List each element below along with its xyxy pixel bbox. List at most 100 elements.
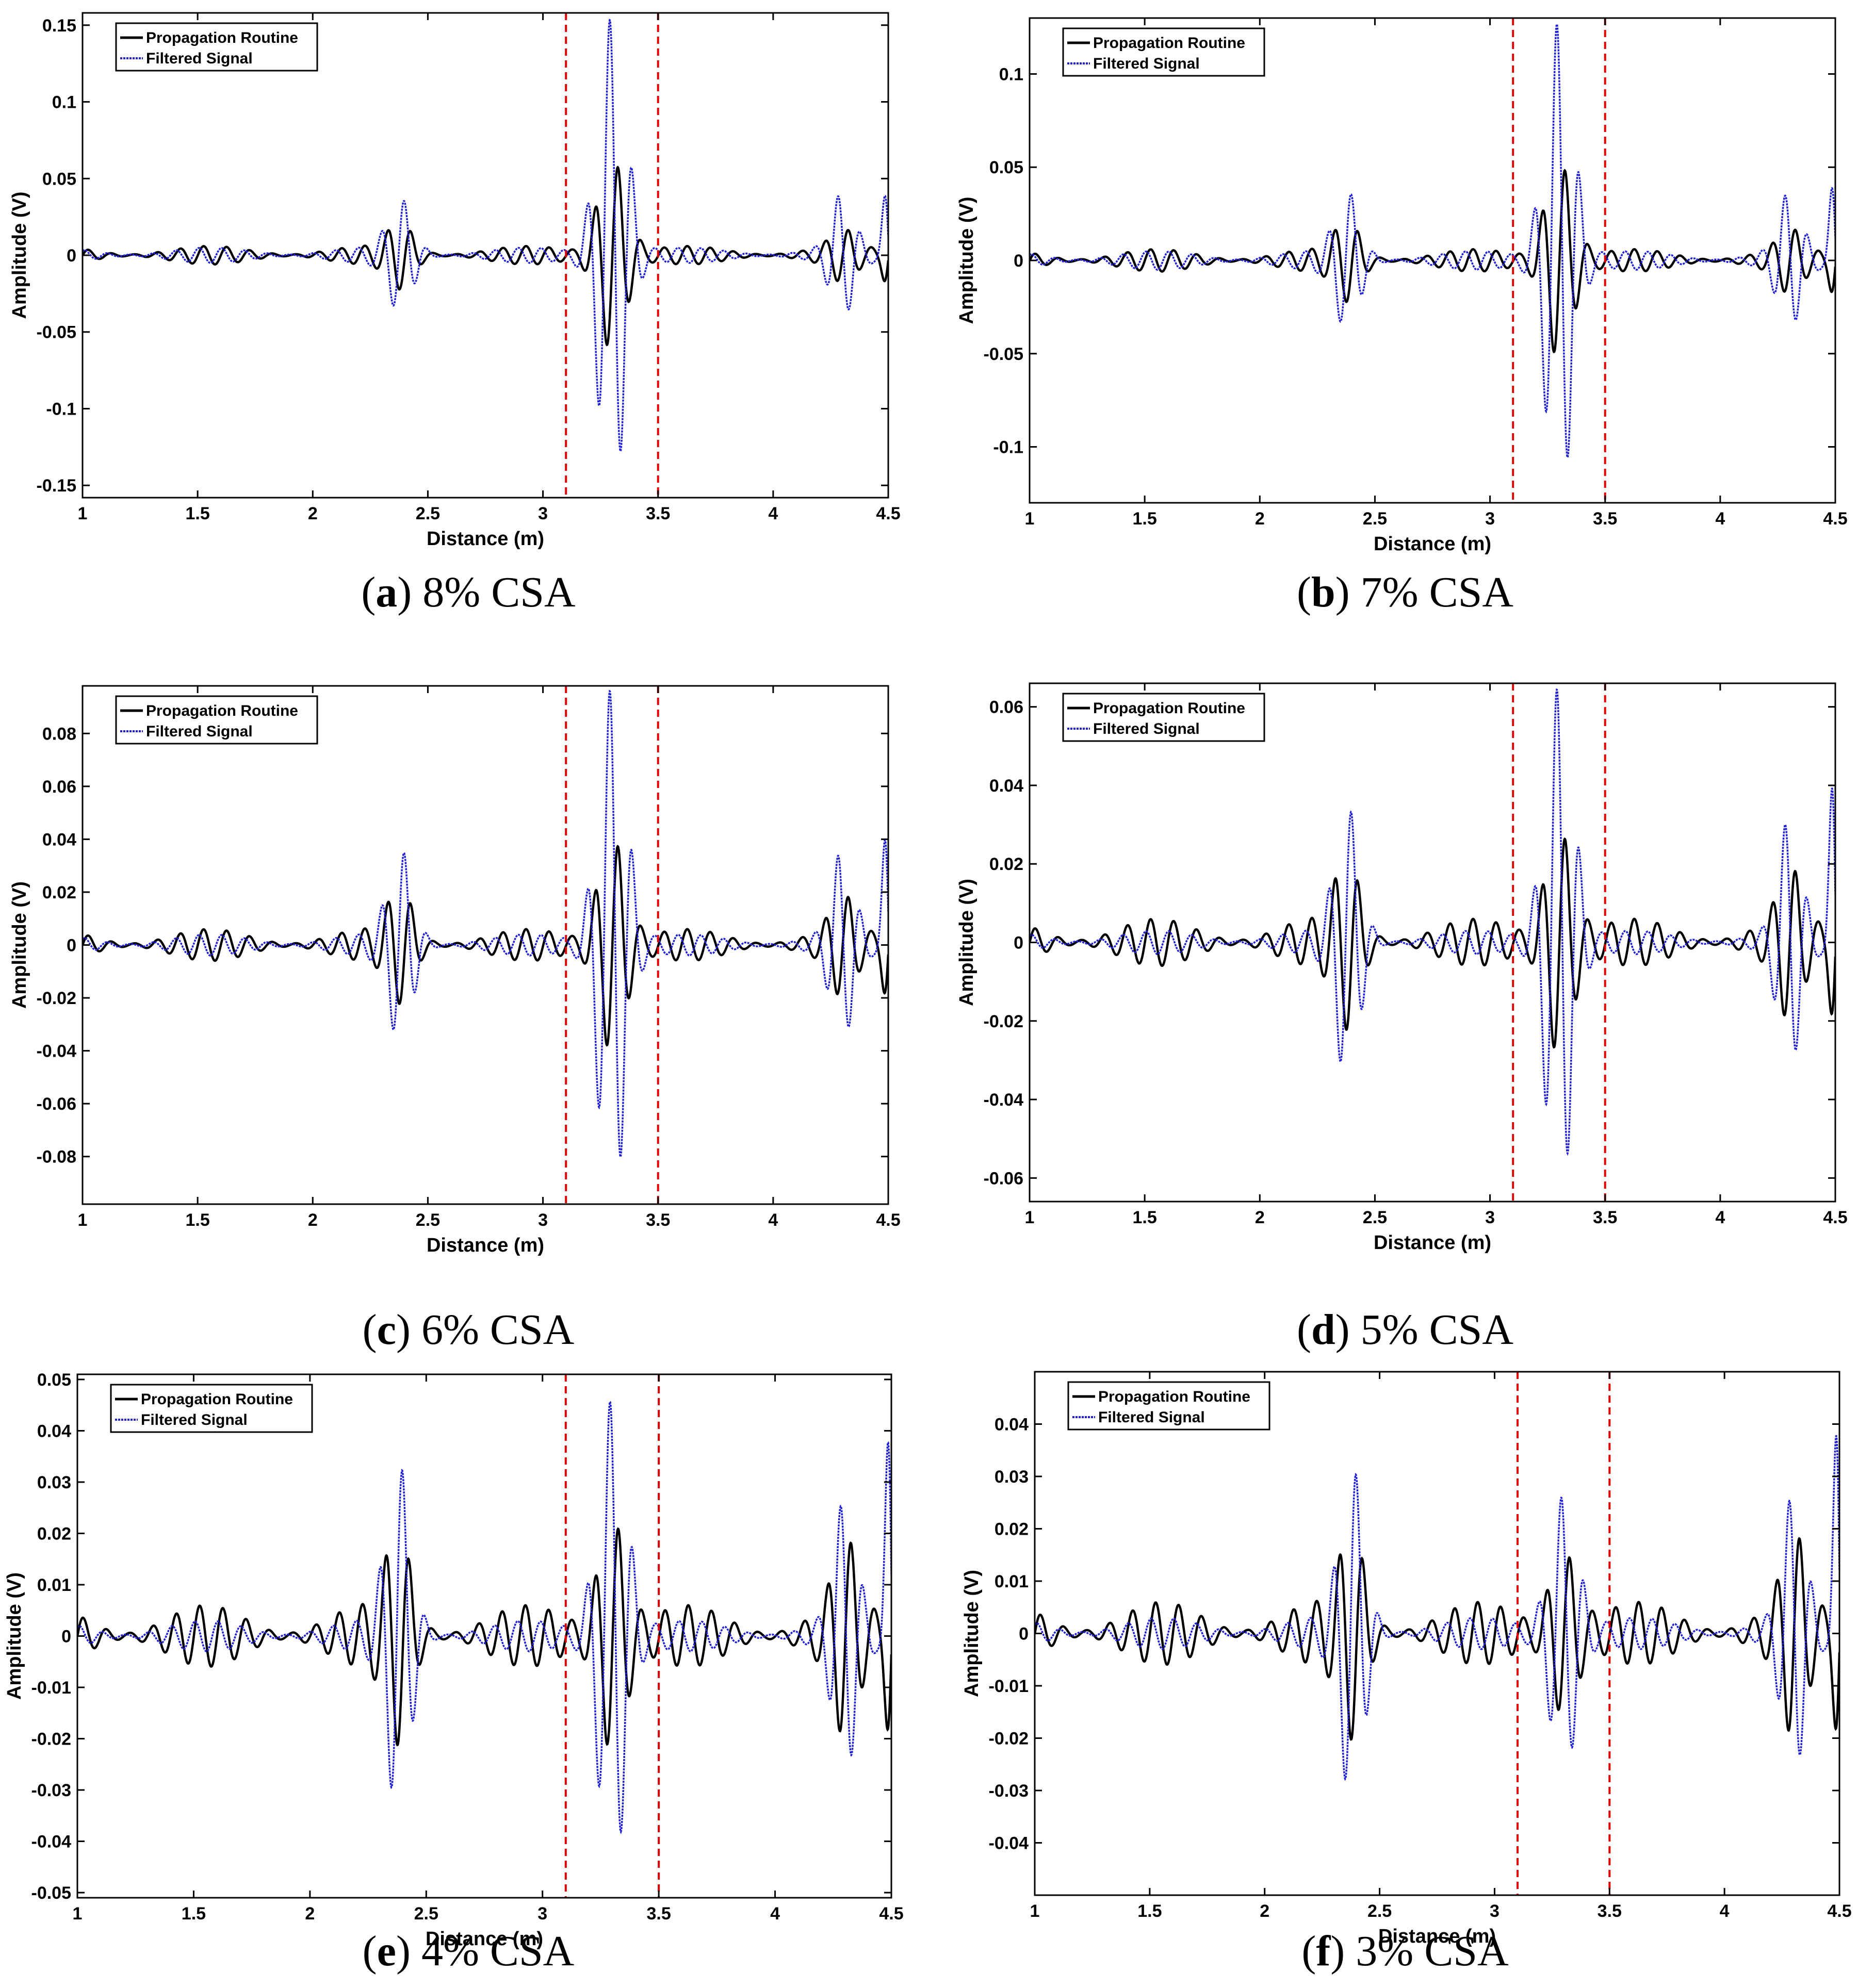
series-routine-a [83,166,888,347]
y-tick-label: 0.1 [999,64,1023,84]
y-tick-label: -0.01 [989,1677,1029,1696]
y-tick-label: -0.06 [37,1094,77,1114]
y-tick-label: 0.05 [37,1370,71,1390]
x-tick-label: 4 [1715,509,1725,529]
x-tick-label: 1.5 [186,1210,210,1230]
y-axis-label-c: Amplitude (V) [9,881,30,1009]
x-tick-label: 4.5 [1827,1901,1851,1921]
series-filtered-a [83,19,888,454]
caption-a: (a) 8% CSA [361,568,576,616]
chart-svg-c: 1 1.5 2 2.5 3 3.5 4 4.5 -0.08 -0.06 -0.04 -0.02 0 0.0… [9,685,901,1256]
x-tick-label: 3.5 [647,1904,671,1924]
y-tick-label: -0.02 [989,1729,1029,1749]
series-routine-e [77,1527,891,1747]
x-axis-label-b: Distance (m) [1374,533,1491,555]
x-tick-label: 4.5 [879,1904,903,1924]
series-filtered-d [1030,688,1835,1156]
y-tick-label: 0.05 [989,158,1023,177]
y-tick-label: 0 [1019,1624,1029,1644]
x-tick-label: 2.5 [1363,509,1387,529]
chart-svg-d: 1 1.5 2 2.5 3 3.5 4 4.5 -0.06 -0.04 -0.02 0 0.02 0.04… [956,682,1848,1254]
y-axis-label-f: Amplitude (V) [961,1570,983,1697]
y-axis-label-e: Amplitude (V) [4,1572,25,1700]
x-tick-label: 4 [768,1210,778,1230]
x-tick-label: 2 [1260,1901,1269,1921]
series-routine-f [1035,1537,1839,1741]
y-tick-label: -0.02 [37,989,77,1008]
legend-label-routine: Propagation Routine [146,29,298,46]
legend-box-b [1062,27,1265,77]
y-tick-label: 0.1 [52,93,76,112]
legend-label-routine: Propagation Routine [146,702,298,719]
series-filtered-f [1035,1435,1839,1781]
x-tick-label: 3 [1485,509,1495,529]
legend-box-f [1067,1381,1270,1431]
series-routine-b [1030,169,1835,354]
y-tick-label: 0.02 [42,883,76,902]
chart-svg-e: 1 1.5 2 2.5 3 3.5 4 4.5 -0.05 -0.04 -0.03 -0.02 -0.0… [4,1370,904,1950]
y-tick-label: 0 [67,246,76,266]
x-tick-label: 1.5 [1133,1208,1157,1227]
y-tick-label: -0.03 [31,1781,72,1800]
legend-box-c [115,695,318,745]
x-tick-label: 2.5 [416,504,440,523]
x-tick-label: 1 [78,1210,88,1230]
x-tick-label: 2 [308,504,318,523]
y-tick-label: -0.02 [984,1012,1024,1031]
y-tick-label: 0.06 [989,698,1023,717]
x-tick-label: 4 [1720,1901,1730,1921]
caption-f: (f) 3% CSA [1301,1927,1509,1975]
y-tick-label: 0.02 [989,855,1023,874]
x-tick-label: 2.5 [416,1210,440,1230]
chart-svg-b: 1 1.5 2 2.5 3 3.5 4 4.5 -0.1 -0.05 0 0.05 0.1 Distanc… [956,17,1848,555]
legend-label-routine: Propagation Routine [141,1391,293,1408]
legend-label-routine: Propagation Routine [1093,700,1245,717]
y-tick-label: 0 [1014,933,1023,953]
x-tick-label: 3 [1485,1208,1495,1227]
legend-label-routine: Propagation Routine [1098,1388,1250,1405]
caption-e: (e) 4% CSA [362,1927,575,1975]
y-tick-label: 0.01 [37,1575,71,1595]
legend-box-d [1062,693,1265,742]
x-axis-label-d: Distance (m) [1374,1232,1491,1254]
x-axis-label-c: Distance (m) [427,1235,544,1256]
x-tick-label: 4 [1715,1208,1725,1227]
x-tick-label: 4.5 [1823,1208,1847,1227]
x-tick-label: 2 [1255,1208,1265,1227]
x-tick-label: 2 [308,1210,318,1230]
y-tick-label: 0.04 [42,830,76,849]
chart-svg-f: 1 1.5 2 2.5 3 3.5 4 4.5 -0.04 -0.03 -0.02 -0.01 0 0.0… [961,1371,1852,1947]
y-tick-label: 0 [67,936,76,956]
y-tick-label: -0.01 [31,1678,72,1698]
x-tick-label: 1 [1025,1208,1035,1227]
x-tick-label: 1 [78,504,88,523]
chart-panel-a: 1 1.5 2 2.5 3 3.5 4 4.5 -0.15 -0.1 -0.05 0 0.05 0.1 0.… [0,0,937,663]
legend-box-e [110,1384,313,1433]
y-tick-label: 0 [61,1627,71,1647]
x-tick-label: 1 [73,1904,83,1924]
y-tick-label: 0.05 [42,169,76,189]
x-tick-label: 2.5 [1363,1208,1387,1227]
x-tick-label: 2.5 [414,1904,438,1924]
y-axis-label-b: Amplitude (V) [956,197,977,324]
x-tick-label: 1.5 [182,1904,206,1924]
y-tick-label: -0.15 [37,476,77,496]
chart-panel-e: 1 1.5 2 2.5 3 3.5 4 4.5 -0.05 -0.04 -0.03 -0.02 -0.0… [0,1325,937,1988]
y-tick-label: 0.01 [995,1572,1029,1591]
y-tick-label: -0.04 [37,1042,77,1061]
series-routine-c [83,845,888,1047]
series-filtered-b [1030,23,1835,460]
x-tick-label: 3.5 [1593,509,1617,529]
x-tick-label: 2 [305,1904,315,1924]
x-tick-label: 3.5 [1593,1208,1617,1227]
y-tick-label: -0.02 [31,1730,72,1749]
chart-panel-f: 1 1.5 2 2.5 3 3.5 4 4.5 -0.04 -0.03 -0.02 -0.01 0 0.0… [937,1325,1873,1988]
y-tick-label: -0.06 [984,1169,1024,1188]
legend-label-filtered: Filtered Signal [1098,1409,1205,1426]
x-tick-label: 3 [537,1904,547,1924]
x-tick-label: 2.5 [1367,1901,1392,1921]
legend-label-filtered: Filtered Signal [1093,55,1200,72]
x-tick-label: 2 [1255,509,1265,529]
y-tick-label: 0.03 [37,1473,71,1492]
series-filtered-c [83,689,888,1160]
